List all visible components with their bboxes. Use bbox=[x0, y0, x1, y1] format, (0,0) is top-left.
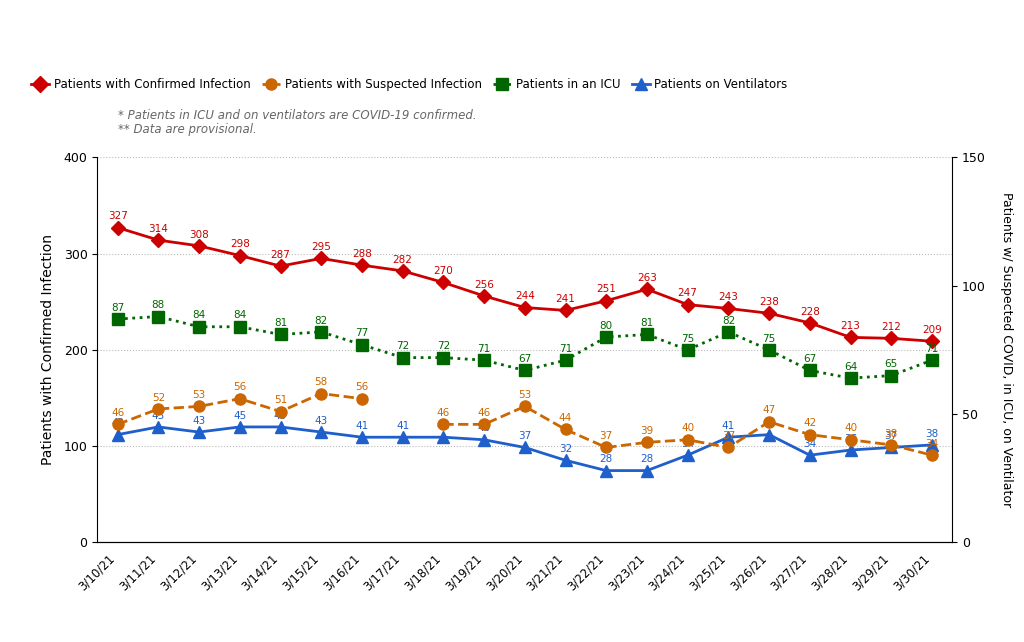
Text: 34: 34 bbox=[803, 439, 816, 449]
Text: 46: 46 bbox=[437, 408, 450, 418]
Text: 282: 282 bbox=[393, 255, 413, 265]
Text: 43: 43 bbox=[193, 416, 206, 426]
Text: 251: 251 bbox=[596, 284, 616, 295]
Text: 327: 327 bbox=[108, 211, 128, 221]
Text: 45: 45 bbox=[273, 411, 287, 421]
Text: 71: 71 bbox=[926, 344, 939, 354]
Text: 56: 56 bbox=[233, 383, 247, 392]
Text: 28: 28 bbox=[640, 455, 653, 464]
Text: 84: 84 bbox=[193, 311, 206, 320]
Text: 46: 46 bbox=[111, 408, 124, 418]
Text: 32: 32 bbox=[559, 444, 572, 454]
Text: 51: 51 bbox=[273, 395, 287, 405]
Text: 42: 42 bbox=[763, 419, 776, 428]
Text: 247: 247 bbox=[678, 288, 697, 299]
Text: 45: 45 bbox=[152, 411, 165, 421]
Text: 75: 75 bbox=[763, 334, 776, 343]
Text: 80: 80 bbox=[600, 321, 612, 331]
Text: 38: 38 bbox=[926, 429, 939, 438]
Text: 213: 213 bbox=[841, 321, 860, 331]
Text: 270: 270 bbox=[433, 266, 454, 276]
Text: 37: 37 bbox=[722, 431, 735, 441]
Text: 263: 263 bbox=[637, 273, 656, 283]
Text: 84: 84 bbox=[233, 311, 247, 320]
Text: 212: 212 bbox=[882, 322, 901, 332]
Text: 45: 45 bbox=[233, 411, 247, 421]
Text: 47: 47 bbox=[763, 406, 776, 415]
Text: 82: 82 bbox=[314, 316, 328, 325]
Text: 308: 308 bbox=[189, 230, 209, 239]
Text: 244: 244 bbox=[515, 291, 535, 301]
Text: 56: 56 bbox=[355, 383, 369, 392]
Text: 298: 298 bbox=[229, 239, 250, 249]
Text: 243: 243 bbox=[719, 292, 738, 302]
Y-axis label: Patients with Confirmed Infection: Patients with Confirmed Infection bbox=[41, 234, 55, 465]
Text: 41: 41 bbox=[722, 421, 735, 431]
Text: 52: 52 bbox=[152, 393, 165, 403]
Text: 34: 34 bbox=[681, 439, 694, 449]
Text: 67: 67 bbox=[518, 354, 531, 364]
Text: 81: 81 bbox=[273, 318, 287, 328]
Text: 40: 40 bbox=[477, 424, 490, 433]
Text: 72: 72 bbox=[396, 342, 410, 351]
Text: 42: 42 bbox=[111, 419, 124, 428]
Text: COVID-19 Hospitalizations Reported by MS Hospitals, 3/10/21-3/30/21 *,**: COVID-19 Hospitalizations Reported by MS… bbox=[10, 24, 879, 44]
Text: 46: 46 bbox=[477, 408, 490, 418]
Text: 38: 38 bbox=[885, 429, 898, 438]
Text: 40: 40 bbox=[681, 424, 694, 433]
Text: 81: 81 bbox=[640, 318, 653, 328]
Text: 34: 34 bbox=[926, 439, 939, 449]
Text: 256: 256 bbox=[474, 280, 494, 290]
Text: 41: 41 bbox=[396, 421, 410, 431]
Text: ** Data are provisional.: ** Data are provisional. bbox=[118, 123, 256, 136]
Text: 72: 72 bbox=[437, 342, 450, 351]
Legend: Patients with Confirmed Infection, Patients with Suspected Infection, Patients i: Patients with Confirmed Infection, Patie… bbox=[27, 73, 793, 96]
Text: 67: 67 bbox=[803, 354, 816, 364]
Text: 41: 41 bbox=[437, 421, 450, 431]
Y-axis label: Patients w/ Suspected COVID, in ICU, on Ventilator: Patients w/ Suspected COVID, in ICU, on … bbox=[999, 193, 1013, 507]
Text: 209: 209 bbox=[922, 325, 942, 335]
Text: 65: 65 bbox=[885, 360, 898, 369]
Text: 44: 44 bbox=[559, 413, 572, 423]
Text: 241: 241 bbox=[556, 294, 575, 304]
Text: 88: 88 bbox=[152, 300, 165, 310]
Text: 64: 64 bbox=[844, 362, 857, 372]
Text: 238: 238 bbox=[759, 297, 779, 307]
Text: 43: 43 bbox=[314, 416, 328, 426]
Text: 71: 71 bbox=[559, 344, 572, 354]
Text: 288: 288 bbox=[352, 249, 372, 259]
Text: 53: 53 bbox=[193, 390, 206, 400]
Text: 39: 39 bbox=[640, 426, 653, 436]
Text: 228: 228 bbox=[800, 307, 820, 317]
Text: 37: 37 bbox=[518, 431, 531, 441]
Text: 28: 28 bbox=[600, 455, 612, 464]
Text: 53: 53 bbox=[518, 390, 531, 400]
Text: 42: 42 bbox=[803, 419, 816, 428]
Text: 36: 36 bbox=[844, 434, 857, 444]
Text: 40: 40 bbox=[844, 424, 857, 433]
Text: * Patients in ICU and on ventilators are COVID-19 confirmed.: * Patients in ICU and on ventilators are… bbox=[118, 108, 476, 122]
Text: 71: 71 bbox=[477, 344, 490, 354]
Text: 58: 58 bbox=[314, 377, 328, 387]
Text: 314: 314 bbox=[148, 224, 168, 234]
Text: 41: 41 bbox=[355, 421, 369, 431]
Text: 37: 37 bbox=[885, 431, 898, 441]
Text: 75: 75 bbox=[681, 334, 694, 343]
Text: 87: 87 bbox=[111, 303, 124, 313]
Text: 295: 295 bbox=[311, 242, 331, 252]
Text: 82: 82 bbox=[722, 316, 735, 325]
Text: 77: 77 bbox=[355, 329, 369, 338]
Text: 37: 37 bbox=[600, 431, 612, 441]
Text: 287: 287 bbox=[270, 250, 291, 260]
